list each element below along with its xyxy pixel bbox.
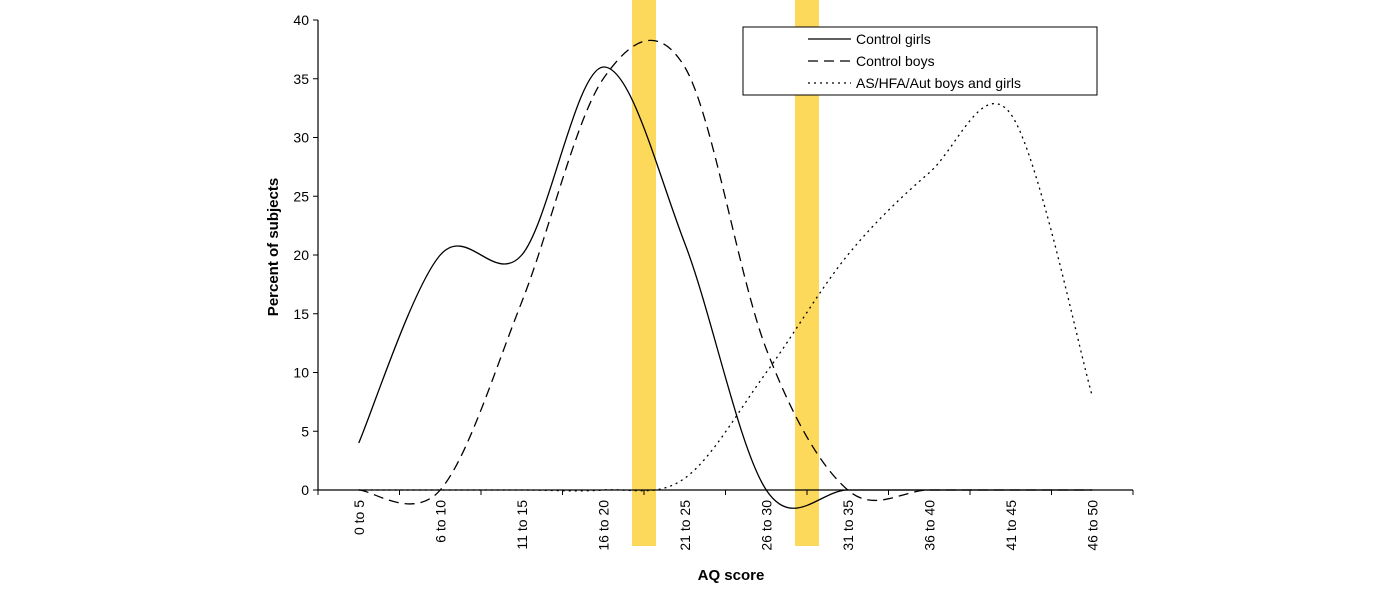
y-tick-label: 35 — [293, 71, 309, 87]
y-tick-label: 0 — [301, 482, 309, 498]
x-tick-label: 16 to 20 — [595, 500, 611, 551]
axes: 0 5 10 15 20 25 30 35 40 0 to 5 6 to 10 11 to 15 16 … — [293, 12, 1134, 551]
y-tick-label: 5 — [301, 423, 309, 439]
x-tick-label: 21 to 25 — [677, 500, 693, 551]
legend-label: Control girls — [856, 31, 931, 47]
legend-box — [742, 26, 1098, 96]
data-point — [1091, 395, 1093, 397]
y-tick-label: 10 — [293, 365, 309, 381]
x-tick-label: 31 to 35 — [840, 500, 856, 551]
series-line-as-hfa-aut-boys-and-girls — [358, 103, 1093, 492]
y-tick-label: 25 — [293, 188, 309, 204]
x-tick-label: 11 to 15 — [514, 500, 530, 550]
x-axis-title: AQ score — [698, 567, 765, 584]
x-tick-label: 26 to 30 — [758, 500, 774, 551]
x-tick-label: 41 to 45 — [1003, 500, 1019, 551]
data-point — [684, 477, 686, 479]
x-tick-label: 46 to 50 — [1084, 500, 1100, 551]
y-tick-label: 15 — [293, 306, 309, 322]
y-axis-title: Percent of subjects — [265, 178, 282, 316]
y-tick-label: 40 — [293, 12, 309, 28]
legend: Control girls Control boys AS/HFA/Aut boys… — [742, 26, 1098, 96]
series-line-control-girls — [358, 66, 1093, 509]
y-tick-label: 20 — [293, 247, 309, 263]
series-line-control-boys — [358, 39, 1093, 505]
x-tick-label: 6 to 10 — [432, 500, 448, 543]
x-tick-label: 36 to 40 — [921, 500, 937, 551]
legend-label: Control boys — [856, 53, 935, 69]
y-tick-label: 30 — [293, 130, 309, 146]
x-tick-label: 0 to 5 — [351, 500, 367, 535]
data-point — [1010, 113, 1012, 115]
legend-label: AS/HFA/Aut boys and girls — [856, 75, 1021, 91]
highlight-band-1 — [632, 0, 656, 546]
series-layer — [358, 39, 1093, 509]
